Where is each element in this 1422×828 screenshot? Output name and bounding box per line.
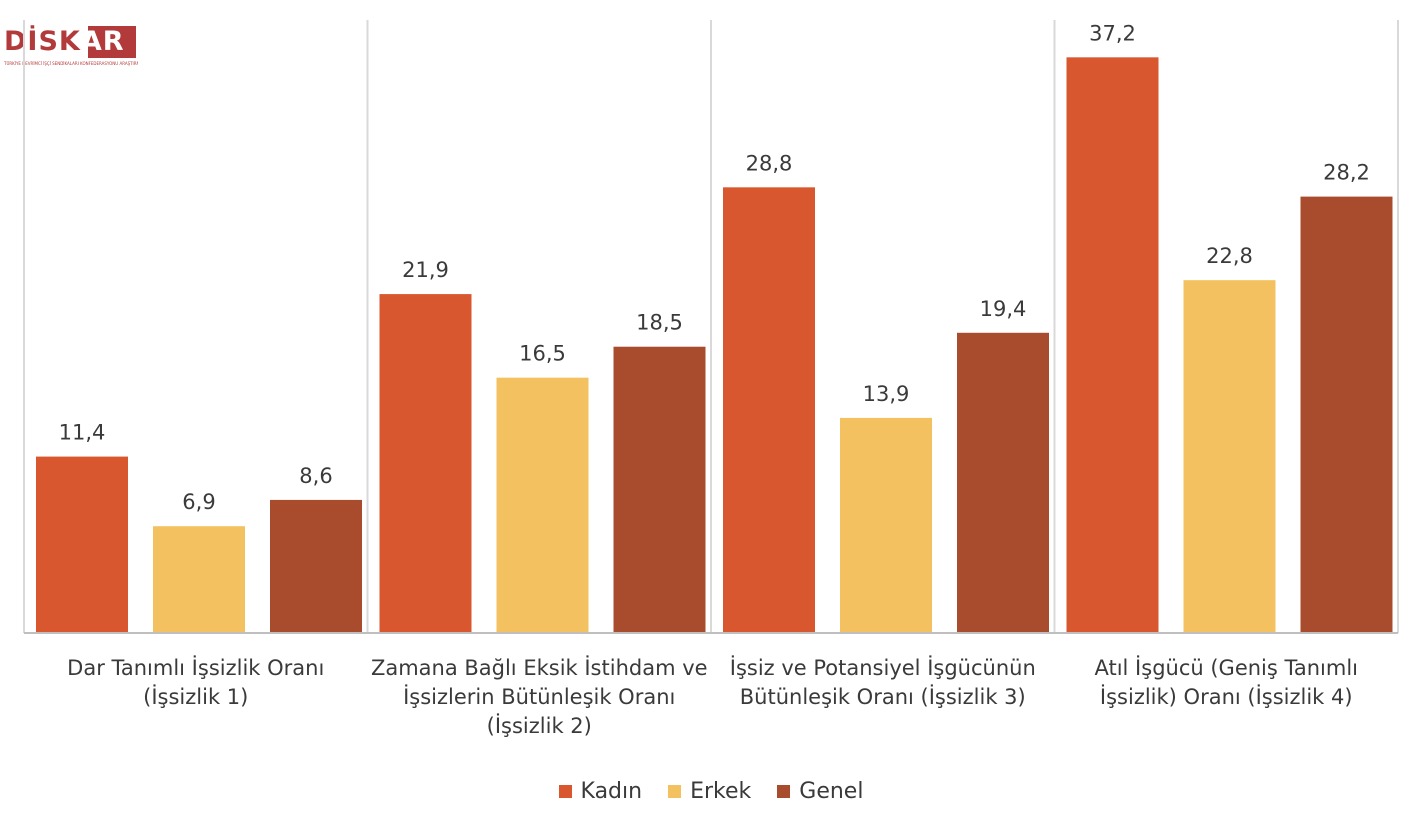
bars-layer [36,57,1393,634]
legend-label-kadin: Kadın [580,778,643,804]
logo-subtitle: TÜRKİYE DEVRİMCİ İŞÇİ SENDİKALARI KONFED… [4,61,138,66]
data-label-kadin-2: 21,9 [402,258,449,282]
bar-kadin-3 [723,187,815,633]
data-label-genel-1: 8,6 [299,464,332,488]
logo-wordmark: DİSKAR [4,26,125,58]
x-category-label-line: (İşsizlik 2) [486,714,592,738]
data-label-erkek-4: 22,8 [1206,244,1253,268]
x-category-label-line: İşsizlik) Oranı (İşsizlik 4) [1099,685,1353,709]
bar-kadin-2 [379,294,472,633]
x-category-label-2: Zamana Bağlı Eksik İstihdam ve İşsizlerin… [369,654,709,741]
data-label-erkek-1: 6,9 [182,490,215,514]
data-label-kadin-3: 28,8 [746,151,793,175]
legend-item-genel: Genel [777,779,863,804]
x-category-label-line: (İşsizlik 1) [143,685,249,709]
logo-text-part2: AR [80,26,125,57]
category-separators [23,20,1399,633]
data-label-erkek-2: 16,5 [519,342,566,366]
data-label-genel-2: 18,5 [636,311,683,335]
bar-erkek-4 [1183,280,1276,633]
x-category-label-line: Bütünleşik Oranı (İşsizlik 3) [739,685,1026,709]
logo-text-part1: DİSK [4,26,81,57]
data-label-kadin-4: 37,2 [1089,21,1136,45]
legend-item-kadin: Kadın [558,778,643,804]
legend: Kadın Erkek Genel [0,776,1422,806]
legend-swatch-kadin [558,784,572,798]
legend-label-erkek: Erkek [690,778,752,804]
x-category-label-1: Dar Tanımlı İşsizlik Oranı (İşsizlik 1) [26,654,366,712]
bar-genel-1 [270,499,362,633]
bar-kadin-1 [36,456,128,633]
data-label-erkek-3: 13,9 [863,382,910,406]
bar-kadin-4 [1066,57,1159,633]
legend-label-genel: Genel [799,778,864,804]
legend-item-erkek: Erkek [668,779,751,804]
x-category-label-4: Atıl İşgücü (Geniş Tanımlı İşsizlik) Oran… [1056,654,1396,712]
bar-genel-2 [613,346,706,633]
bar-erkek-2 [496,377,589,633]
bar-erkek-3 [840,417,932,633]
logo-box [88,26,136,58]
x-category-label-3: İşsiz ve Potansiyel İşgücünün Bütünleşik … [713,654,1053,712]
legend-swatch-erkek [668,784,682,798]
bar-genel-3 [957,332,1049,633]
bar-genel-4 [1300,196,1393,634]
data-label-genel-3: 19,4 [980,297,1027,321]
diskar-logo: DİSKAR TÜRKİYE DEVRİMCİ İŞÇİ SENDİKALARI… [4,26,138,70]
data-label-kadin-1: 11,4 [59,421,106,445]
x-category-label-line: Dar Tanımlı İşsizlik Oranı [67,656,325,680]
x-category-label-line: İşsiz ve Potansiyel İşgücünün [729,656,1036,680]
bar-erkek-1 [153,526,245,633]
legend-swatch-genel [777,784,791,798]
x-category-label-line: Zamana Bağlı Eksik İstihdam ve [370,656,708,680]
data-labels-layer: 11,4 21,9 28,8 37,2 6,9 16,5 13,9 22,8 8,6 18,5 19… [59,21,1370,514]
x-category-label-line: Atıl İşgücü (Geniş Tanımlı [1094,656,1358,680]
x-category-label-line: İşsizlerin Bütünleşik Oranı [403,685,676,709]
data-label-genel-4: 28,2 [1323,161,1370,185]
